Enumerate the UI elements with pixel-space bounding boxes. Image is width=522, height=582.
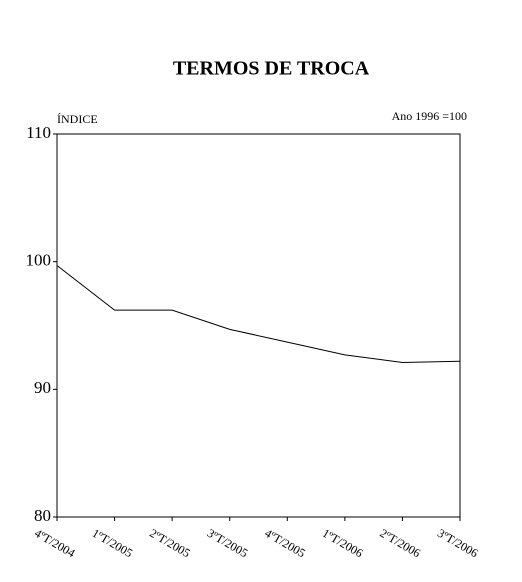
y-tick-label: 80 xyxy=(34,506,51,525)
chart-title: TERMOS DE TROCA xyxy=(173,58,370,80)
x-tick-label: 3ºT/2006 xyxy=(435,526,480,560)
x-tick-label: 1ºT/2006 xyxy=(320,526,365,560)
y-tick-label: 100 xyxy=(26,251,52,270)
x-tick-label: 1ºT/2005 xyxy=(90,526,135,560)
plot-frame xyxy=(56,133,461,518)
x-tick-label: 4ºT/2005 xyxy=(262,526,307,560)
x-tick-label: 2ºT/2005 xyxy=(147,526,192,560)
x-tick-label: 2ºT/2006 xyxy=(378,526,423,560)
y-tick-label: 90 xyxy=(34,378,51,397)
y-axis-label: ÍNDICE xyxy=(57,112,98,126)
annotation: Ano 1996 =100 xyxy=(392,109,467,123)
x-tick-label: 3ºT/2005 xyxy=(205,526,250,560)
line-series xyxy=(56,265,461,364)
y-tick-label: 110 xyxy=(26,123,51,142)
x-tick-label: 4ºT/2004 xyxy=(32,526,77,560)
